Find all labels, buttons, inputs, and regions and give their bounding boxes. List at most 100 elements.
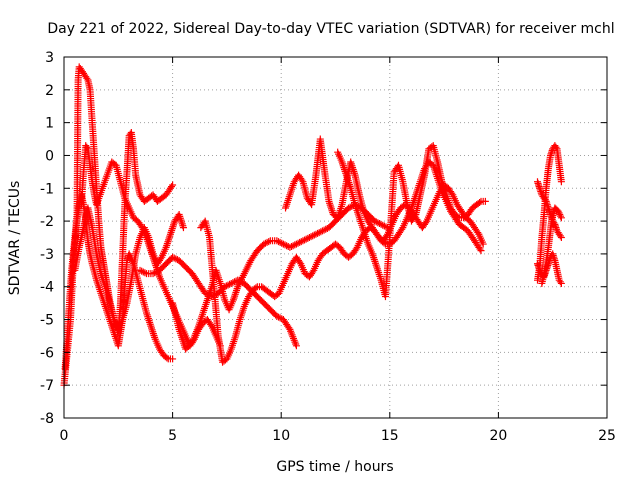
data-point: [299, 237, 307, 245]
y-tick-label: -4: [40, 280, 54, 296]
data-point: [203, 290, 211, 298]
data-point: [557, 214, 565, 222]
data-point: [476, 245, 484, 253]
data-point: [169, 355, 177, 363]
data-point: [281, 241, 289, 249]
data-point: [556, 278, 564, 286]
data-point: [380, 239, 388, 247]
chart-title: Day 221 of 2022, Sidereal Day-to-day VTE…: [47, 21, 614, 37]
data-point: [235, 277, 243, 285]
data-point: [169, 181, 177, 189]
data-point: [371, 217, 379, 225]
y-tick-label: 0: [45, 148, 54, 164]
data-point: [278, 239, 286, 247]
data-point: [292, 240, 300, 248]
data-point: [168, 183, 176, 191]
plot-frame: [63, 56, 608, 419]
data-point: [294, 239, 302, 247]
x-axis-label: GPS time / hours: [276, 459, 393, 475]
data-point: [556, 211, 564, 219]
data-point: [252, 284, 260, 292]
data-point: [474, 229, 482, 237]
data-point: [138, 267, 146, 275]
data-point: [315, 229, 323, 237]
data-point: [454, 213, 462, 221]
data-point: [265, 238, 273, 246]
y-tick-label: 3: [45, 50, 54, 66]
data-point: [310, 231, 318, 239]
data-point: [157, 255, 165, 263]
data-point: [312, 230, 320, 238]
data-point: [237, 278, 245, 286]
data-point: [297, 238, 305, 246]
data-point: [481, 197, 489, 205]
data-point: [554, 207, 562, 215]
y-axis-label: SDTVAR / TECUs: [7, 181, 23, 296]
data-point: [320, 226, 328, 234]
data-point: [179, 224, 187, 232]
data-point: [169, 253, 177, 261]
data-point: [411, 212, 419, 220]
data-point: [398, 225, 406, 233]
x-tick-label: 20: [489, 428, 507, 444]
y-tick-label: -2: [40, 214, 54, 230]
data-point: [139, 268, 147, 276]
data-point: [476, 198, 484, 206]
y-tick-label: -6: [40, 345, 54, 361]
data-point: [307, 233, 315, 241]
data-point: [286, 243, 294, 251]
data-point: [163, 354, 171, 362]
data-point: [208, 293, 216, 301]
y-tick-label: -1: [40, 181, 54, 197]
data-point: [274, 238, 282, 246]
y-tick-label: -8: [40, 411, 54, 427]
data-point: [552, 143, 560, 151]
data-point: [305, 234, 313, 241]
data-point: [557, 279, 565, 287]
data-points: [60, 63, 565, 389]
data-point: [83, 74, 91, 82]
data-point: [289, 242, 297, 250]
data-point: [298, 176, 306, 184]
data-point: [322, 225, 330, 233]
data-point: [274, 313, 282, 321]
y-tick-label: 2: [45, 83, 54, 99]
data-point: [345, 204, 353, 212]
data-point: [304, 234, 312, 242]
data-point: [201, 289, 209, 297]
data-point: [221, 283, 229, 291]
y-tick-label: -7: [40, 378, 54, 394]
x-tick-label: 10: [272, 428, 290, 444]
data-point: [317, 228, 325, 236]
data-point: [556, 232, 564, 240]
y-tick-label: 1: [45, 116, 54, 132]
data-point: [273, 237, 281, 245]
data-point: [141, 269, 149, 277]
data-point: [372, 218, 380, 226]
data-point: [541, 196, 549, 204]
data-point: [137, 222, 145, 230]
data-point: [291, 241, 299, 249]
data-point: [479, 240, 487, 248]
data-point: [318, 227, 326, 235]
data-point: [170, 254, 178, 262]
data-point: [234, 276, 242, 284]
y-tick-label: -5: [40, 313, 54, 329]
data-point: [557, 212, 565, 220]
data-point: [301, 236, 309, 244]
data-point: [151, 269, 159, 277]
x-tick-label: 0: [60, 428, 69, 444]
data-point: [263, 238, 271, 246]
data-point: [374, 219, 382, 227]
data-point: [224, 281, 232, 289]
y-tick-label: -3: [40, 247, 54, 263]
data-point: [172, 255, 180, 263]
data-point: [309, 232, 317, 240]
data-point: [227, 279, 235, 287]
data-point: [555, 209, 563, 217]
x-tick-label: 15: [381, 428, 399, 444]
data-point: [207, 320, 215, 328]
data-point: [288, 243, 296, 251]
